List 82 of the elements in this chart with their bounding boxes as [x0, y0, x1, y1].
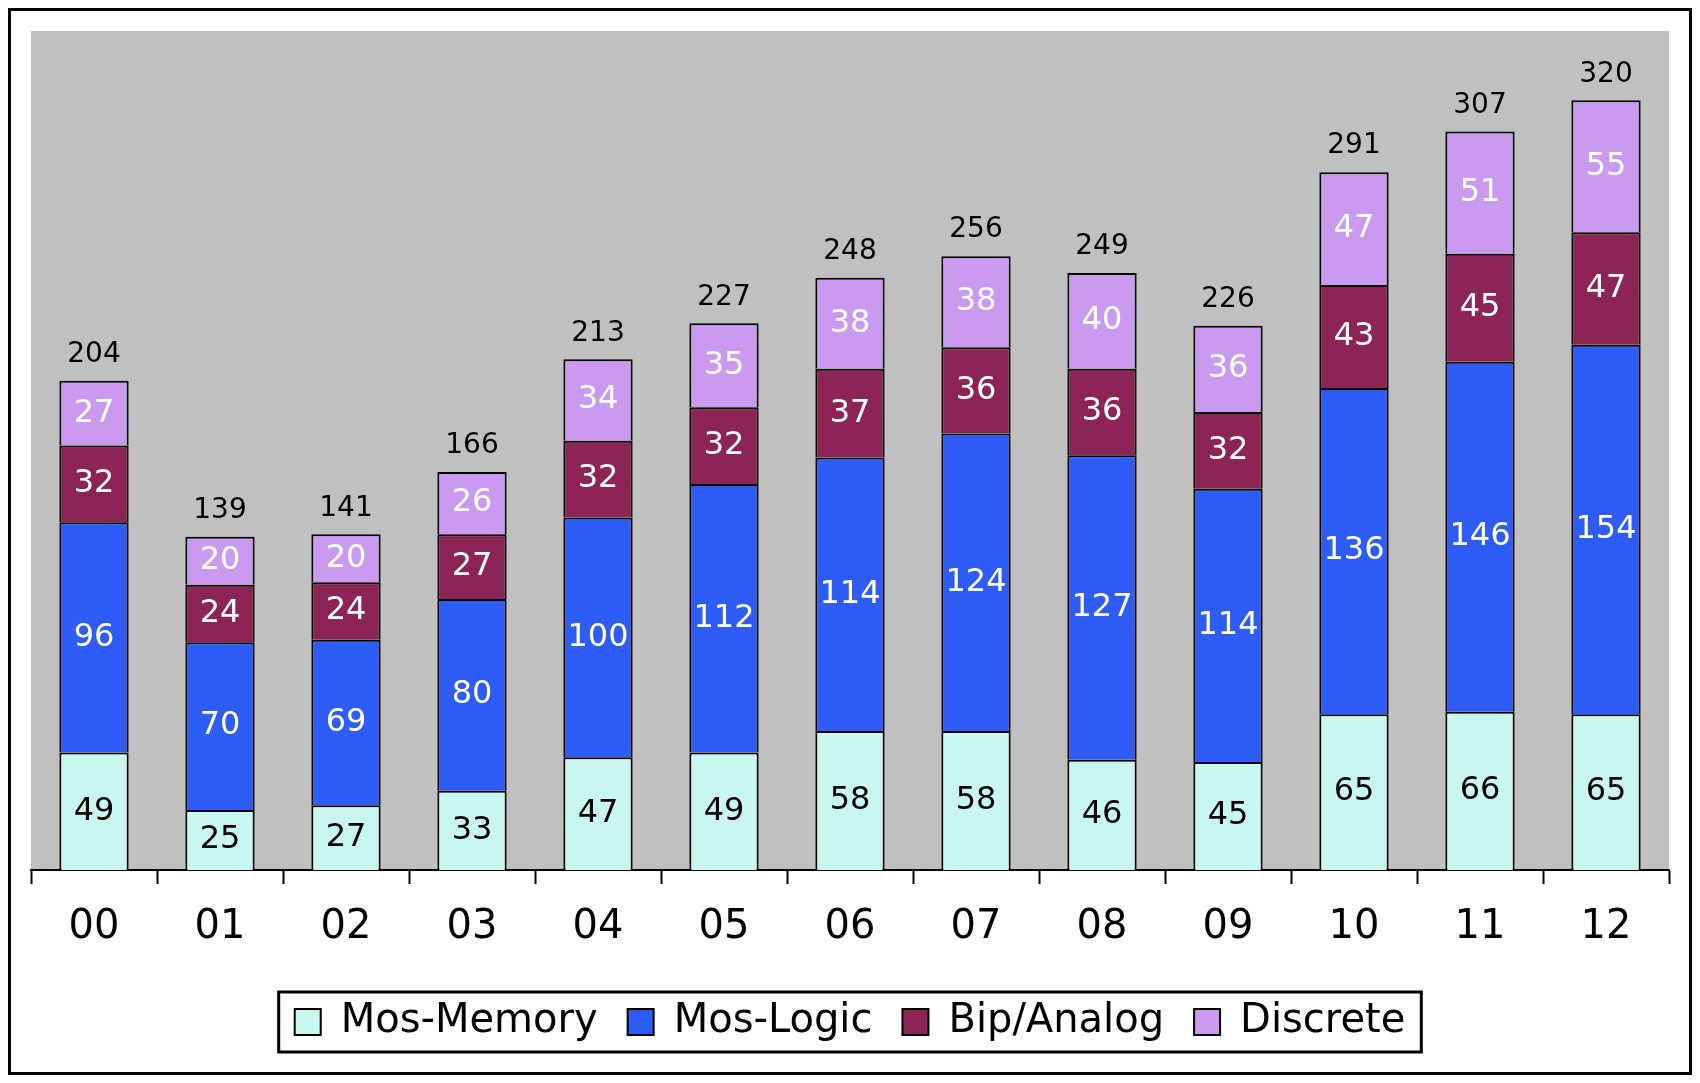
legend-label: Mos-Memory — [340, 995, 598, 1042]
x-tick-label: 05 — [698, 901, 750, 948]
data-label: 32 — [703, 423, 745, 462]
data-label: 114 — [819, 572, 881, 611]
data-label: 43 — [1333, 314, 1375, 353]
data-label: 49 — [703, 789, 745, 828]
total-label: 248 — [823, 233, 877, 266]
data-label: 36 — [955, 368, 997, 407]
data-label: 112 — [693, 596, 755, 635]
data-label: 96 — [73, 615, 115, 654]
data-label: 34 — [577, 378, 619, 417]
data-label: 20 — [199, 538, 241, 577]
x-tick-label: 07 — [950, 901, 1002, 948]
data-label: 65 — [1585, 770, 1627, 809]
data-label: 146 — [1449, 515, 1511, 553]
data-label: 27 — [73, 391, 115, 430]
total-label: 213 — [571, 314, 625, 348]
total-label: 141 — [319, 489, 373, 523]
legend-label: Mos-Logic — [673, 995, 873, 1042]
data-label: 24 — [325, 589, 367, 628]
data-label: 46 — [1081, 793, 1123, 832]
total-label: 307 — [1453, 86, 1507, 120]
total-label: 227 — [697, 278, 751, 312]
data-label: 33 — [451, 808, 493, 847]
data-label: 32 — [1207, 428, 1249, 467]
total-label: 249 — [1075, 228, 1129, 262]
total-label: 166 — [445, 427, 499, 461]
x-tick-label: 00 — [68, 901, 120, 948]
data-label: 114 — [1197, 603, 1259, 642]
data-label: 37 — [829, 391, 871, 430]
data-label: 32 — [577, 457, 619, 496]
data-label: 58 — [955, 778, 997, 817]
legend-label: Bip/Analog — [948, 995, 1165, 1042]
data-label: 36 — [1081, 390, 1123, 429]
data-label: 127 — [1071, 585, 1133, 624]
data-label: 35 — [703, 343, 745, 382]
data-label: 136 — [1323, 529, 1385, 568]
x-tick-label: 08 — [1076, 901, 1128, 948]
data-label: 47 — [1333, 206, 1375, 245]
data-label: 47 — [1585, 266, 1627, 305]
data-label: 32 — [73, 462, 115, 501]
data-label: 49 — [73, 789, 115, 828]
data-label: 55 — [1585, 144, 1627, 183]
data-label: 20 — [325, 536, 367, 575]
data-label: 51 — [1459, 170, 1501, 209]
x-tick-label: 06 — [824, 901, 876, 948]
total-label: 256 — [949, 211, 1003, 245]
x-tick-label: 12 — [1580, 901, 1632, 948]
x-tick-label: 04 — [572, 901, 624, 948]
total-label: 139 — [193, 491, 247, 525]
legend-label: Discrete — [1240, 995, 1406, 1042]
x-tick-label: 02 — [320, 901, 372, 948]
data-label: 70 — [199, 704, 241, 743]
data-label: 45 — [1459, 286, 1501, 325]
data-label: 25 — [199, 818, 241, 857]
data-label: 45 — [1207, 794, 1249, 833]
data-label: 27 — [325, 815, 367, 854]
x-tick-label: 11 — [1454, 901, 1506, 948]
x-tick-label: 01 — [194, 901, 246, 948]
data-label: 154 — [1575, 507, 1637, 546]
data-label: 24 — [199, 591, 241, 630]
data-label: 47 — [577, 791, 619, 830]
total-label: 291 — [1327, 127, 1381, 161]
x-tick-label: 09 — [1202, 901, 1254, 948]
data-label: 36 — [1207, 347, 1249, 386]
data-label: 38 — [829, 301, 871, 340]
data-label: 26 — [451, 481, 493, 520]
x-tick-label: 03 — [446, 901, 498, 948]
data-label: 65 — [1333, 770, 1375, 809]
data-label: 66 — [1459, 769, 1501, 808]
data-label: 58 — [829, 778, 871, 817]
data-label: 40 — [1081, 299, 1123, 338]
data-label: 38 — [955, 280, 997, 319]
total-label: 226 — [1201, 280, 1255, 314]
total-label: 320 — [1579, 55, 1633, 89]
data-label: 124 — [945, 560, 1007, 599]
data-label: 69 — [325, 700, 367, 739]
data-label: 80 — [451, 673, 493, 712]
data-label: 27 — [451, 544, 493, 583]
x-tick-label: 10 — [1328, 901, 1380, 948]
total-label: 204 — [67, 336, 121, 370]
data-label: 100 — [567, 615, 629, 654]
